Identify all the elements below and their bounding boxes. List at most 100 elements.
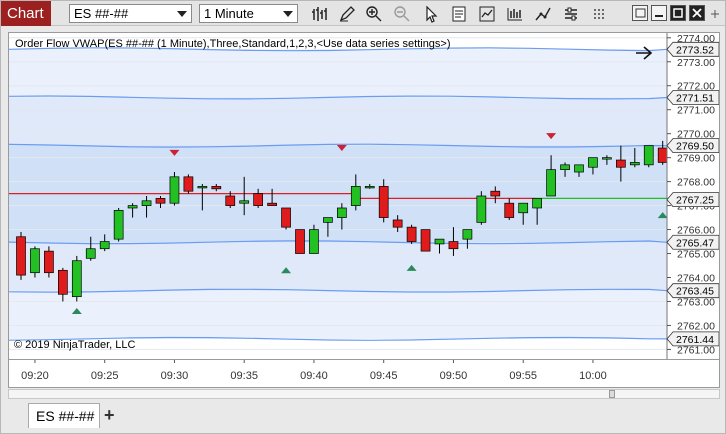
horizontal-scrollbar[interactable] — [8, 389, 720, 399]
time-axis: 09:20 09:25 09:30 09:35 09:40 09:45 09:50 09:55… — [8, 360, 720, 388]
candle-body — [239, 200, 250, 204]
zoom-in-icon[interactable] — [365, 5, 383, 23]
band-label-text: 2773.52 — [676, 44, 714, 56]
pencil-icon[interactable] — [338, 5, 356, 23]
close-icon[interactable] — [689, 5, 705, 21]
candle — [532, 198, 543, 225]
candle-body — [127, 205, 138, 209]
time-tick-label: 10:00 — [579, 370, 607, 382]
chevron-down-icon — [177, 11, 187, 17]
minimize-icon[interactable] — [651, 5, 667, 21]
chart-panel[interactable]: 2774.00 2773.00 2772.00 2771.00 2770.00 2769.… — [8, 32, 720, 360]
candle — [560, 162, 570, 177]
pointer-icon[interactable] — [422, 5, 440, 23]
candle — [16, 231, 26, 280]
candle-body — [71, 260, 82, 298]
candle — [476, 191, 487, 225]
band-line — [9, 143, 668, 148]
candle-body — [113, 210, 124, 240]
arrow-right-icon — [636, 46, 653, 60]
more-icon[interactable] — [591, 5, 609, 23]
interval-selector[interactable]: 1 Minute — [199, 4, 298, 23]
time-axis-svg: 09:20 09:25 09:30 09:35 09:40 09:45 09:50 09:55… — [21, 360, 607, 382]
chevron-down-icon — [283, 11, 293, 17]
band-label-box — [666, 192, 719, 207]
properties-icon[interactable] — [562, 5, 580, 23]
instrument-selector[interactable]: ES ##-## — [69, 4, 192, 23]
add-tab-icon[interactable]: + — [104, 405, 115, 425]
data-box-icon[interactable] — [450, 5, 468, 23]
scroll-thumb[interactable] — [609, 390, 615, 398]
candle — [169, 172, 180, 206]
candle-body — [378, 186, 389, 218]
candle-body — [364, 186, 375, 189]
toolbar: Chart ES ##-## 1 Minute — [1, 1, 725, 26]
candle-body — [657, 147, 668, 163]
candle — [462, 229, 473, 249]
band-layer — [9, 47, 668, 341]
candle — [30, 246, 40, 278]
candle — [295, 229, 305, 254]
candle-body — [85, 248, 96, 259]
candle-body — [211, 186, 222, 190]
candle — [434, 238, 445, 254]
band-label-text: 2761.44 — [676, 334, 714, 346]
maximize-icon[interactable] — [670, 5, 686, 21]
drawing-tools-icon[interactable] — [534, 5, 552, 23]
candle — [323, 217, 333, 237]
strategies-icon[interactable] — [506, 5, 524, 23]
indicators-icon[interactable] — [478, 5, 496, 23]
candle — [183, 174, 194, 194]
tab-es[interactable]: ES ##-## — [28, 403, 100, 428]
signal-down-marker — [546, 133, 557, 140]
zoom-out-icon[interactable] — [393, 5, 411, 23]
candle-body — [44, 250, 54, 274]
candle-body — [57, 269, 68, 295]
candle — [281, 207, 291, 230]
band-label-text: 2765.47 — [676, 237, 714, 249]
band-label-text: 2763.45 — [676, 286, 714, 298]
candle-body — [225, 195, 236, 206]
candle — [99, 234, 110, 252]
candle-body — [183, 176, 194, 192]
band-value-label: 2761.44 — [666, 331, 719, 347]
band-label-text: 2771.51 — [676, 92, 714, 104]
candle — [113, 207, 124, 242]
indicator-label: Order Flow VWAP(ES ##-## (1 Minute),Thre… — [15, 38, 451, 50]
band-label-box — [666, 90, 719, 105]
candle — [57, 267, 68, 302]
candle — [44, 246, 54, 278]
copyright-text: © 2019 NinjaTrader, LLC — [14, 339, 136, 351]
candle — [85, 236, 96, 261]
candle — [615, 145, 626, 182]
window-title: Chart — [1, 1, 51, 26]
candle-body — [448, 241, 459, 250]
candle-body — [490, 190, 501, 197]
candle — [420, 229, 431, 252]
candle-body — [155, 198, 166, 204]
candle-body — [141, 200, 152, 206]
bars-icon[interactable] — [311, 5, 329, 23]
pin-icon[interactable] — [708, 7, 722, 21]
candle-body — [434, 238, 445, 245]
band-label-text: 2767.25 — [676, 195, 714, 207]
candle — [588, 157, 598, 175]
band-value-label: 2771.51 — [666, 90, 719, 105]
candle — [71, 255, 82, 302]
price-tick-label: 2763.00 — [677, 296, 715, 308]
time-tick-label: 09:55 — [509, 370, 537, 382]
price-tick-label: 2766.00 — [677, 225, 715, 237]
restore-icon[interactable] — [632, 5, 648, 21]
candle-body — [253, 193, 263, 206]
price-tick-label: 2769.00 — [677, 153, 715, 165]
candle-body — [532, 198, 543, 209]
price-plot[interactable]: 2774.002773.002772.002771.002770.002769.… — [9, 33, 719, 359]
band-line — [9, 288, 668, 293]
candle-body — [560, 164, 570, 170]
band-value-label: 2767.25 — [666, 192, 719, 207]
band-label-box — [666, 41, 719, 57]
candle — [629, 148, 640, 168]
price-tick-label: 2773.00 — [677, 57, 715, 69]
band-line — [9, 47, 668, 52]
price-tick-label: 2774.00 — [677, 33, 715, 45]
